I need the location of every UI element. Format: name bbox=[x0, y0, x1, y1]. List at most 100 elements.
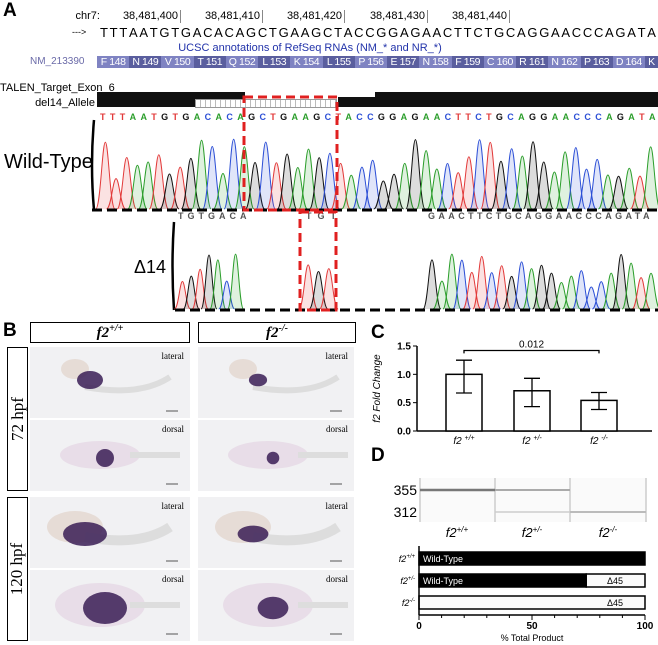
base-call: C bbox=[367, 112, 374, 122]
view-label: lateral bbox=[161, 351, 184, 361]
wild-type-label: Wild-Type bbox=[4, 151, 93, 173]
base: T bbox=[109, 25, 118, 40]
segment-label: Δ45 bbox=[607, 576, 623, 586]
base: T bbox=[637, 25, 646, 40]
base: T bbox=[100, 25, 108, 40]
embryo-image: dorsal bbox=[198, 570, 354, 641]
segment-label: Wild-Type bbox=[423, 554, 463, 564]
base: G bbox=[159, 25, 170, 40]
chrom-label: chr7: bbox=[75, 10, 100, 22]
base-call: A bbox=[140, 112, 147, 122]
x-tick-label: f2 +/+ bbox=[453, 435, 474, 445]
wt-bracket bbox=[90, 119, 96, 211]
base: G bbox=[539, 25, 550, 40]
base: C bbox=[593, 25, 604, 40]
base-call: A bbox=[291, 112, 299, 122]
base-call: G bbox=[540, 112, 548, 122]
row-label-120hpf: 120 hpf bbox=[7, 497, 28, 641]
base-call: A bbox=[649, 112, 656, 122]
y-tick-label: 1.5 bbox=[397, 342, 411, 353]
embryo-image: lateral bbox=[30, 497, 190, 568]
base: G bbox=[494, 25, 505, 40]
embryo-image: dorsal bbox=[30, 570, 190, 641]
embryo-icon bbox=[47, 511, 178, 562]
base: A bbox=[214, 25, 223, 40]
base-call: A bbox=[628, 112, 635, 122]
base-call: T bbox=[119, 112, 126, 122]
base-call: T bbox=[172, 112, 179, 122]
trace-peak bbox=[416, 150, 437, 210]
amino-acid: C 160 bbox=[483, 56, 517, 68]
base-call: G bbox=[161, 112, 169, 122]
trace-peak bbox=[330, 162, 351, 210]
strand-arrow: ---> bbox=[72, 27, 87, 37]
position-label: 38,481,410 bbox=[204, 10, 260, 22]
x-tick-label: f2 -/- bbox=[590, 435, 608, 445]
position-tick bbox=[427, 10, 428, 23]
band-size-label: 312 bbox=[394, 504, 418, 520]
significance-bracket bbox=[463, 349, 600, 354]
amino-acid: V 150 bbox=[161, 56, 194, 68]
base: C bbox=[257, 25, 268, 40]
embryo-icon bbox=[228, 441, 348, 485]
trace-peak bbox=[105, 178, 127, 210]
base: C bbox=[582, 25, 593, 40]
base-call: C bbox=[595, 112, 602, 122]
lane-label: f2+/+ bbox=[446, 525, 469, 540]
base: G bbox=[246, 25, 257, 40]
position-label: 38,481,400 bbox=[122, 10, 178, 22]
trace-peak bbox=[587, 158, 608, 210]
base-call: T bbox=[639, 112, 645, 122]
base: T bbox=[119, 25, 128, 40]
row-label-text: 120 hpf bbox=[7, 542, 27, 596]
base: G bbox=[311, 25, 322, 40]
position-tick bbox=[262, 10, 263, 23]
trace-peak bbox=[191, 268, 209, 310]
base-call: A bbox=[345, 112, 352, 122]
column-header-wt: f2+/+ bbox=[30, 322, 190, 343]
base-call: G bbox=[529, 112, 537, 122]
base: G bbox=[410, 25, 421, 40]
embryo-image: dorsal bbox=[30, 420, 190, 491]
base: A bbox=[422, 25, 431, 40]
trace-peak bbox=[542, 272, 561, 310]
trace-peak bbox=[480, 141, 501, 210]
amino-acid: D 164 bbox=[612, 56, 645, 68]
error-bar bbox=[591, 391, 607, 411]
del-calls-right: GAACTTCTGCAGGAACCCAGATA bbox=[428, 211, 653, 221]
trace-peak bbox=[565, 147, 586, 210]
band-size-label: 355 bbox=[394, 482, 418, 498]
row-label: f2-/- bbox=[402, 598, 415, 608]
trace-peak bbox=[502, 275, 522, 310]
base-call: G bbox=[389, 112, 397, 122]
segment-label: Wild-Type bbox=[423, 576, 463, 586]
track-label-del14: del14_Allele bbox=[35, 97, 95, 109]
base: A bbox=[290, 25, 300, 40]
x-tick-label: 0 bbox=[416, 621, 422, 632]
x-tick-label: 100 bbox=[637, 621, 654, 632]
amino-acid: T 151 bbox=[193, 56, 226, 68]
base-call: C bbox=[475, 112, 482, 122]
base: A bbox=[432, 25, 442, 40]
y-tick-label: 0.5 bbox=[397, 398, 411, 409]
lane-label: f2+/- bbox=[522, 525, 543, 540]
embryo-image: lateral bbox=[198, 347, 354, 418]
base-call: T bbox=[486, 112, 492, 122]
del-trace bbox=[173, 253, 658, 310]
trace-peak bbox=[621, 262, 641, 310]
base-call: G bbox=[313, 112, 321, 122]
base-call: T bbox=[151, 112, 157, 122]
base: T bbox=[171, 25, 180, 40]
view-label: lateral bbox=[325, 351, 348, 361]
base-call: A bbox=[129, 112, 137, 122]
amino-acid: N 149 bbox=[129, 56, 162, 68]
amino-acid: L 153 bbox=[258, 56, 291, 68]
base: A bbox=[139, 25, 149, 40]
delta14-label: Δ14 bbox=[134, 257, 167, 277]
transcript-id: NM_213390 bbox=[30, 56, 85, 67]
base: T bbox=[334, 25, 343, 40]
y-tick-label: 1.0 bbox=[397, 370, 411, 381]
panel-a-label: A bbox=[3, 0, 17, 21]
